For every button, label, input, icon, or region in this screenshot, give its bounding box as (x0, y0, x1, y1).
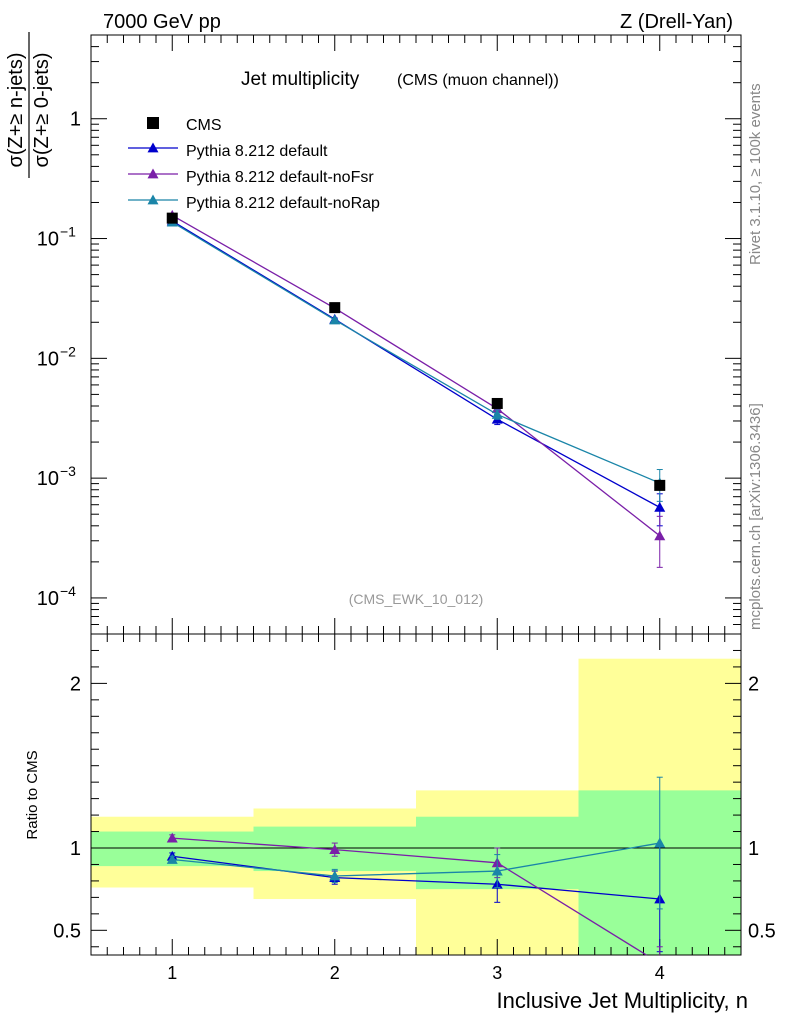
legend-triangle-noRap (147, 194, 159, 205)
axes: 110 −110 −210 −310 −41 2 3 40.5 0.51 12 2 (37, 34, 776, 983)
point-cms (166, 212, 178, 224)
legend-marker-noFsr (128, 168, 178, 179)
legend: CMS Pythia 8.212 default Pythia 8.212 de… (128, 117, 380, 212)
point-default (654, 501, 666, 512)
x-tick-label: 1 (167, 963, 177, 983)
legend-marker-default (128, 142, 178, 153)
point-cms (329, 302, 341, 314)
ratio-ytick-label: 0.5 (53, 920, 81, 942)
main-ytick-exponent: −2 (60, 343, 76, 359)
rivet-label: Rivet 3.1.10, ≥ 100k events (747, 83, 764, 265)
ratio-line-noFsr (172, 837, 647, 956)
header-left: 7000 GeV pp (103, 11, 221, 33)
x-tick-label: 2 (330, 963, 340, 983)
ratio-ytick-label: 1 (70, 838, 81, 860)
main-ylabel-numerator: σ(Z+≥ n-jets) (5, 53, 27, 168)
legend-label-noFsr: Pythia 8.212 default-noFsr (186, 169, 374, 186)
main-ytick-exponent: −1 (60, 224, 76, 240)
ratio-point-noRap (654, 837, 666, 848)
main-ytick-label: 1 (70, 109, 81, 131)
header-right: Z (Drell-Yan) (620, 11, 733, 33)
ratio-line-noRap (172, 842, 660, 877)
legend-label-noRap: Pythia 8.212 default-noRap (186, 195, 380, 212)
legend-marker-cms (147, 117, 159, 129)
point-cms (491, 397, 503, 409)
main-ytick-exponent: −4 (60, 583, 76, 599)
x-axis-label: Inclusive Jet Multiplicity, n (497, 988, 748, 1013)
ratio-ylabel: Ratio to CMS (24, 750, 41, 839)
main-ytick-label: 10 (37, 468, 59, 490)
ratio-ytick-label: 2 (70, 673, 81, 695)
x-tick-label: 3 (492, 963, 502, 983)
point-noRap (491, 408, 503, 419)
series-line-default (171, 220, 661, 508)
ratio-ytick-label-right: 0.5 (748, 920, 776, 942)
ratio-point-noRap (329, 870, 341, 881)
main-plot-marks (166, 209, 666, 568)
legend-triangle-noFsr (147, 168, 159, 179)
legend-triangle-default (147, 142, 159, 153)
series-line-noRap (171, 221, 661, 484)
ratio-plot-marks (166, 776, 666, 956)
main-title: Jet multiplicity (241, 69, 360, 90)
point-cms (654, 479, 666, 491)
point-noRap (329, 314, 341, 325)
legend-label-default: Pythia 8.212 default (186, 143, 328, 160)
main-ytick-label: 10 (37, 588, 59, 610)
series-line-noFsr (171, 214, 661, 537)
main-subtitle: (CMS (muon channel)) (397, 72, 559, 89)
analysis-id: (CMS_EWK_10_012) (349, 591, 484, 607)
legend-label-cms: CMS (186, 117, 222, 134)
ratio-point-noRap (491, 865, 503, 876)
main-ytick-exponent: −3 (60, 463, 76, 479)
ratio-ytick-label-right: 2 (748, 673, 759, 695)
x-tick-label: 4 (655, 963, 665, 983)
ratio-point-noFsr (166, 832, 178, 843)
ratio-point-noFsr (329, 844, 341, 855)
ratio-line-default (172, 855, 660, 900)
ratio-ytick-label-right: 1 (748, 838, 759, 860)
mcplots-label: mcplots.cern.ch [arXiv:1306.3436] (747, 403, 764, 630)
legend-marker-noRap (128, 194, 178, 205)
main-ytick-label: 10 (37, 348, 59, 370)
main-ytick-label: 10 (37, 229, 59, 251)
ratio-bands (91, 658, 741, 955)
main-ylabel-denominator: σ(Z+≥ 0-jets) (31, 53, 53, 168)
point-noFsr (654, 530, 666, 541)
ratio-point-noRap (166, 854, 178, 864)
